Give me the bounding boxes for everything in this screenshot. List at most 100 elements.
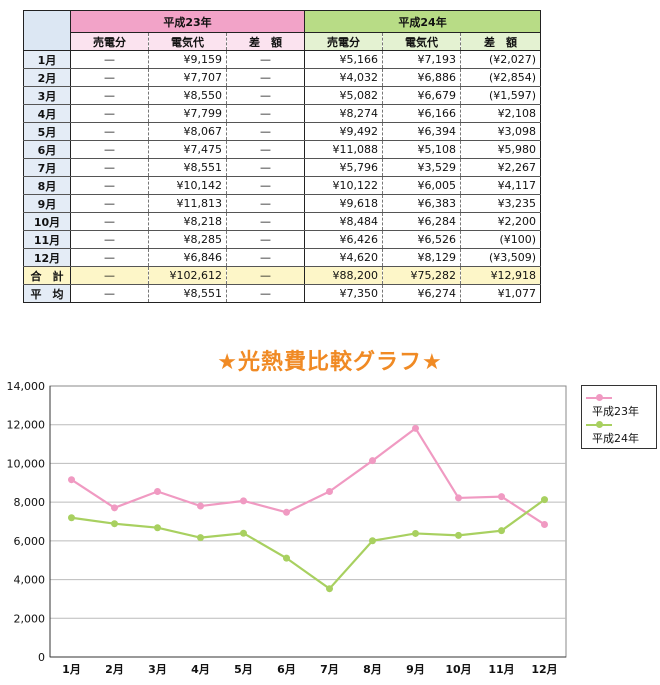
y-tick-label: 8,000 [14,496,46,509]
row-label: 合 計 [23,266,71,285]
chart-legend: 平成23年 平成24年 [581,385,657,449]
data-point [68,476,75,484]
subheader-diff-24: 差 額 [460,32,542,51]
cell-e23: ¥102,612 [148,266,227,285]
cost-table: 平成23年 平成24年 売電分 電気代 差 額 売電分 電気代 差 額 1月 — ¥… [23,10,542,303]
total-row: 合 計 — ¥102,612— ¥88,200 ¥75,282 ¥12,918 [23,266,542,285]
cell-d24: ¥3,235 [460,194,542,213]
y-tick-label: 6,000 [14,535,46,548]
cell-s23: — [70,194,149,213]
row-label: 12月 [23,248,71,267]
cell-s24: ¥4,620 [304,248,384,267]
y-tick-label: 2,000 [14,612,46,625]
data-point [369,537,376,545]
average-row: 平 均 — ¥8,551— ¥7,350 ¥6,274 ¥1,077 [23,284,542,303]
cell-s24: ¥4,032 [304,68,384,87]
x-tick-label: 7月 [320,663,339,676]
cell-d24: ¥5,980 [460,140,542,159]
cell-e23: ¥8,218 [148,212,227,231]
cell-d23: — [226,50,306,69]
legend-marker-23 [596,394,603,401]
cell-s23: — [70,158,149,177]
cell-s24: ¥5,796 [304,158,384,177]
subheader-elec-24: 電気代 [382,32,462,51]
cell-s23: — [70,176,149,195]
y-tick-label: 0 [38,651,45,664]
row-label: 2月 [23,68,71,87]
row-label: 4月 [23,104,71,123]
cell-s24: ¥5,166 [304,50,384,69]
cell-e23: ¥8,285 [148,230,227,249]
data-point [369,457,376,465]
cell-e24: ¥6,886 [382,68,462,87]
cell-d24: (¥2,027) [460,50,542,69]
cell-s23: — [70,140,149,159]
cell-e23: ¥9,159 [148,50,227,69]
cell-s24: ¥9,492 [304,122,384,141]
cell-s24: ¥8,274 [304,104,384,123]
cell-e23: ¥7,475 [148,140,227,159]
cell-e24: ¥6,526 [382,230,462,249]
cell-d23: — [226,68,306,87]
legend-marker-24 [596,421,603,428]
cell-s24: ¥9,618 [304,194,384,213]
cell-e23: ¥8,067 [148,122,227,141]
cell-s24: ¥7,350 [304,284,384,303]
cell-s24: ¥8,484 [304,212,384,231]
cell-s23: — [70,266,149,285]
cell-e23: ¥7,799 [148,104,227,123]
data-point [326,585,333,593]
cell-d23: — [226,158,306,177]
row-label: 8月 [23,176,71,195]
legend-label-23: 平成23年 [592,405,639,418]
subheader-diff-23: 差 額 [226,32,306,51]
data-point [412,529,419,537]
cell-d23: — [226,104,306,123]
series-line-1 [71,498,546,591]
cell-e24: ¥6,394 [382,122,462,141]
table-row: 11月 — ¥8,285— ¥6,426 ¥6,526 (¥100) [23,230,542,249]
x-tick-label: 4月 [191,663,210,676]
data-point [541,520,548,528]
data-point [326,487,333,495]
cell-e24: ¥3,529 [382,158,462,177]
cell-d24: (¥100) [460,230,542,249]
cell-e24: ¥6,679 [382,86,462,105]
cell-e24: ¥5,108 [382,140,462,159]
data-point [283,508,290,516]
cell-e24: ¥6,274 [382,284,462,303]
cell-d23: — [226,194,306,213]
table-row: 12月 — ¥6,846— ¥4,620 ¥8,129 (¥3,509) [23,248,542,267]
header-year-23: 平成23年 [69,10,306,33]
chart-title: ★光熱費比較グラフ★ [217,350,443,375]
cell-e24: ¥6,166 [382,104,462,123]
table-row: 10月 — ¥8,218— ¥8,484 ¥6,284 ¥2,200 [23,212,542,231]
cell-e24: ¥6,284 [382,212,462,231]
x-tick-label: 6月 [277,663,296,676]
cell-d24: ¥2,267 [460,158,542,177]
cell-d24: ¥2,108 [460,104,542,123]
x-tick-label: 11月 [488,663,514,676]
plot-area [49,385,567,658]
cell-e23: ¥8,551 [148,284,227,303]
data-point [455,494,462,502]
x-tick-label: 3月 [148,663,167,676]
data-point [498,493,505,501]
y-tick-label: 4,000 [14,574,46,587]
table-row: 5月 — ¥8,067— ¥9,492 ¥6,394 ¥3,098 [23,122,542,141]
row-label: 6月 [23,140,71,159]
cell-d24: (¥1,597) [460,86,542,105]
table-row: 1月 — ¥9,159— ¥5,166 ¥7,193 (¥2,027) [23,50,542,69]
table-row: 2月 — ¥7,707— ¥4,032 ¥6,886 (¥2,854) [23,68,542,87]
subheader-sales-23: 売電分 [70,32,149,51]
cell-e23: ¥10,142 [148,176,227,195]
cell-d23: — [226,86,306,105]
data-point [412,424,419,432]
cell-d24: ¥1,077 [460,284,542,303]
cell-s23: — [70,230,149,249]
y-tick-label: 12,000 [7,419,46,432]
cell-e23: ¥8,550 [148,86,227,105]
data-point [240,497,247,505]
data-point [111,504,118,512]
